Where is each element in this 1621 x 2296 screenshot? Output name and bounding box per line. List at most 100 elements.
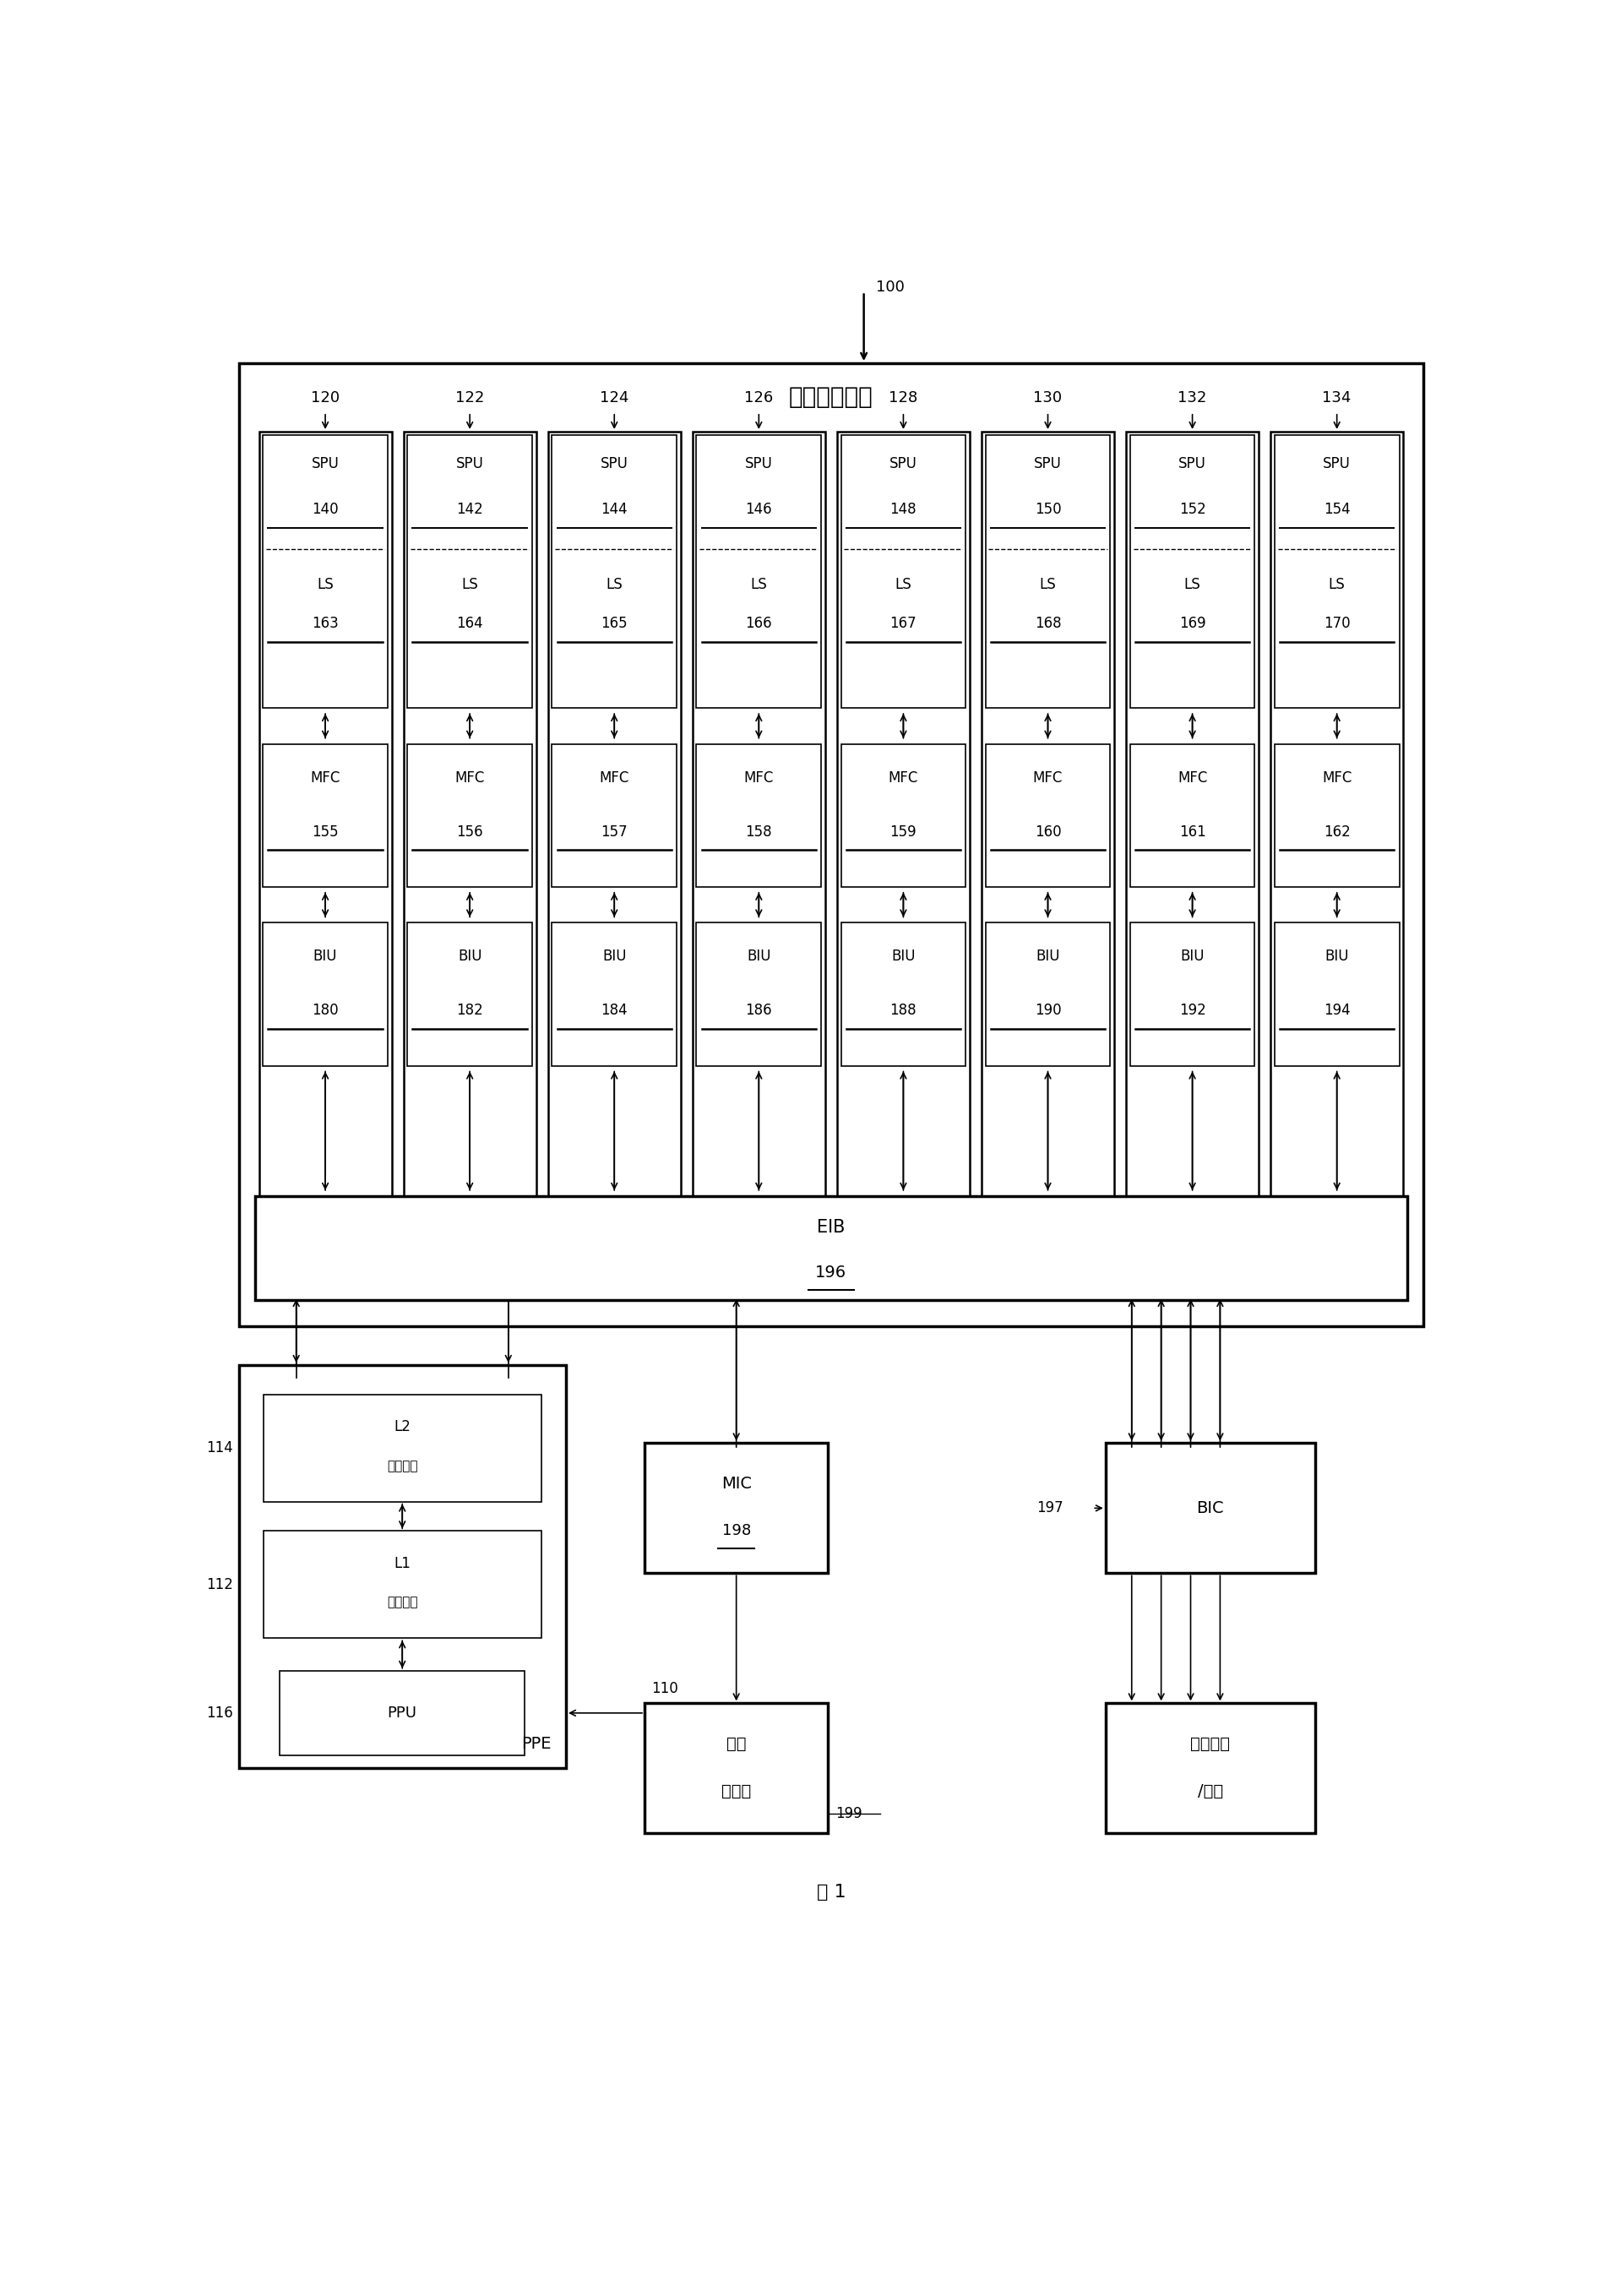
Bar <box>697 434 822 707</box>
Text: SPU: SPU <box>600 457 629 471</box>
Bar <box>548 432 681 1219</box>
Text: 158: 158 <box>746 824 772 840</box>
Text: 184: 184 <box>601 1003 627 1017</box>
Text: L2: L2 <box>394 1419 410 1435</box>
Text: SPU: SPU <box>311 457 339 471</box>
Bar <box>692 432 825 1219</box>
Text: LS: LS <box>462 576 478 592</box>
Bar <box>407 923 532 1065</box>
Bar <box>1106 1444 1315 1573</box>
Bar <box>1106 1704 1315 1832</box>
Text: 134: 134 <box>1323 390 1352 406</box>
Text: 112: 112 <box>206 1577 233 1591</box>
Bar <box>697 923 822 1065</box>
Text: LS: LS <box>606 576 622 592</box>
Text: SPU: SPU <box>1178 457 1206 471</box>
Text: 142: 142 <box>457 503 483 517</box>
Bar <box>697 744 822 886</box>
Bar <box>238 1366 566 1768</box>
Text: 114: 114 <box>206 1440 233 1456</box>
Bar <box>981 432 1114 1219</box>
Bar <box>1271 432 1404 1219</box>
Bar <box>1274 923 1399 1065</box>
Text: 197: 197 <box>1036 1502 1063 1515</box>
Text: 高速缓存: 高速缓存 <box>387 1460 418 1472</box>
Text: 170: 170 <box>1323 615 1350 631</box>
Bar <box>551 923 676 1065</box>
Text: BIU: BIU <box>1324 948 1349 964</box>
Text: 198: 198 <box>721 1522 751 1538</box>
Bar <box>645 1444 828 1573</box>
Bar <box>263 744 387 886</box>
Text: MFC: MFC <box>310 769 340 785</box>
Text: 157: 157 <box>601 824 627 840</box>
Text: 外部总线: 外部总线 <box>1190 1736 1230 1752</box>
Bar <box>254 1196 1407 1300</box>
Text: 199: 199 <box>836 1807 862 1821</box>
Bar <box>1130 434 1255 707</box>
Text: 150: 150 <box>1034 503 1062 517</box>
Bar <box>1274 434 1399 707</box>
Bar <box>841 744 966 886</box>
Text: PPU: PPU <box>387 1706 417 1720</box>
Text: 188: 188 <box>890 1003 917 1017</box>
Text: MFC: MFC <box>1323 769 1352 785</box>
Text: PPE: PPE <box>522 1736 551 1752</box>
Bar <box>280 1671 525 1754</box>
Text: 120: 120 <box>311 390 340 406</box>
Bar <box>404 432 537 1219</box>
Text: 148: 148 <box>890 503 917 517</box>
Text: LS: LS <box>1183 576 1201 592</box>
Text: MFC: MFC <box>456 769 485 785</box>
Text: /设备: /设备 <box>1198 1784 1222 1800</box>
Text: 128: 128 <box>888 390 917 406</box>
Text: BIU: BIU <box>892 948 916 964</box>
Bar <box>407 434 532 707</box>
Text: BIU: BIU <box>1180 948 1204 964</box>
Bar <box>841 923 966 1065</box>
Bar <box>259 432 392 1219</box>
Text: 159: 159 <box>890 824 917 840</box>
Bar <box>986 923 1110 1065</box>
Bar <box>986 434 1110 707</box>
Text: 163: 163 <box>311 615 339 631</box>
Text: BIU: BIU <box>603 948 626 964</box>
Text: L1: L1 <box>394 1557 410 1570</box>
Text: MIC: MIC <box>721 1476 752 1492</box>
Bar <box>238 363 1423 1327</box>
Text: 116: 116 <box>206 1706 233 1720</box>
Text: 155: 155 <box>311 824 339 840</box>
Text: SPU: SPU <box>1034 457 1062 471</box>
Text: SPU: SPU <box>456 457 483 471</box>
Text: 169: 169 <box>1178 615 1206 631</box>
Text: BIU: BIU <box>1036 948 1060 964</box>
Text: 126: 126 <box>744 390 773 406</box>
Text: 154: 154 <box>1323 503 1350 517</box>
Text: 160: 160 <box>1034 824 1062 840</box>
Text: MFC: MFC <box>744 769 773 785</box>
Text: 144: 144 <box>601 503 627 517</box>
Bar <box>1127 432 1260 1219</box>
Text: 130: 130 <box>1034 390 1062 406</box>
Bar <box>1130 744 1255 886</box>
Bar <box>551 434 676 707</box>
Bar <box>263 434 387 707</box>
Bar <box>264 1531 541 1639</box>
Text: MFC: MFC <box>1033 769 1063 785</box>
Bar <box>551 744 676 886</box>
Bar <box>841 434 966 707</box>
Text: 166: 166 <box>746 615 772 631</box>
Text: 161: 161 <box>1178 824 1206 840</box>
Text: LS: LS <box>318 576 334 592</box>
Text: 124: 124 <box>600 390 629 406</box>
Bar <box>836 432 969 1219</box>
Text: 存储器: 存储器 <box>721 1784 751 1800</box>
Text: MFC: MFC <box>888 769 917 785</box>
Text: 182: 182 <box>457 1003 483 1017</box>
Text: 122: 122 <box>456 390 485 406</box>
Text: 190: 190 <box>1034 1003 1062 1017</box>
Text: 162: 162 <box>1323 824 1350 840</box>
Bar <box>263 923 387 1065</box>
Text: MFC: MFC <box>600 769 629 785</box>
Text: LS: LS <box>895 576 911 592</box>
